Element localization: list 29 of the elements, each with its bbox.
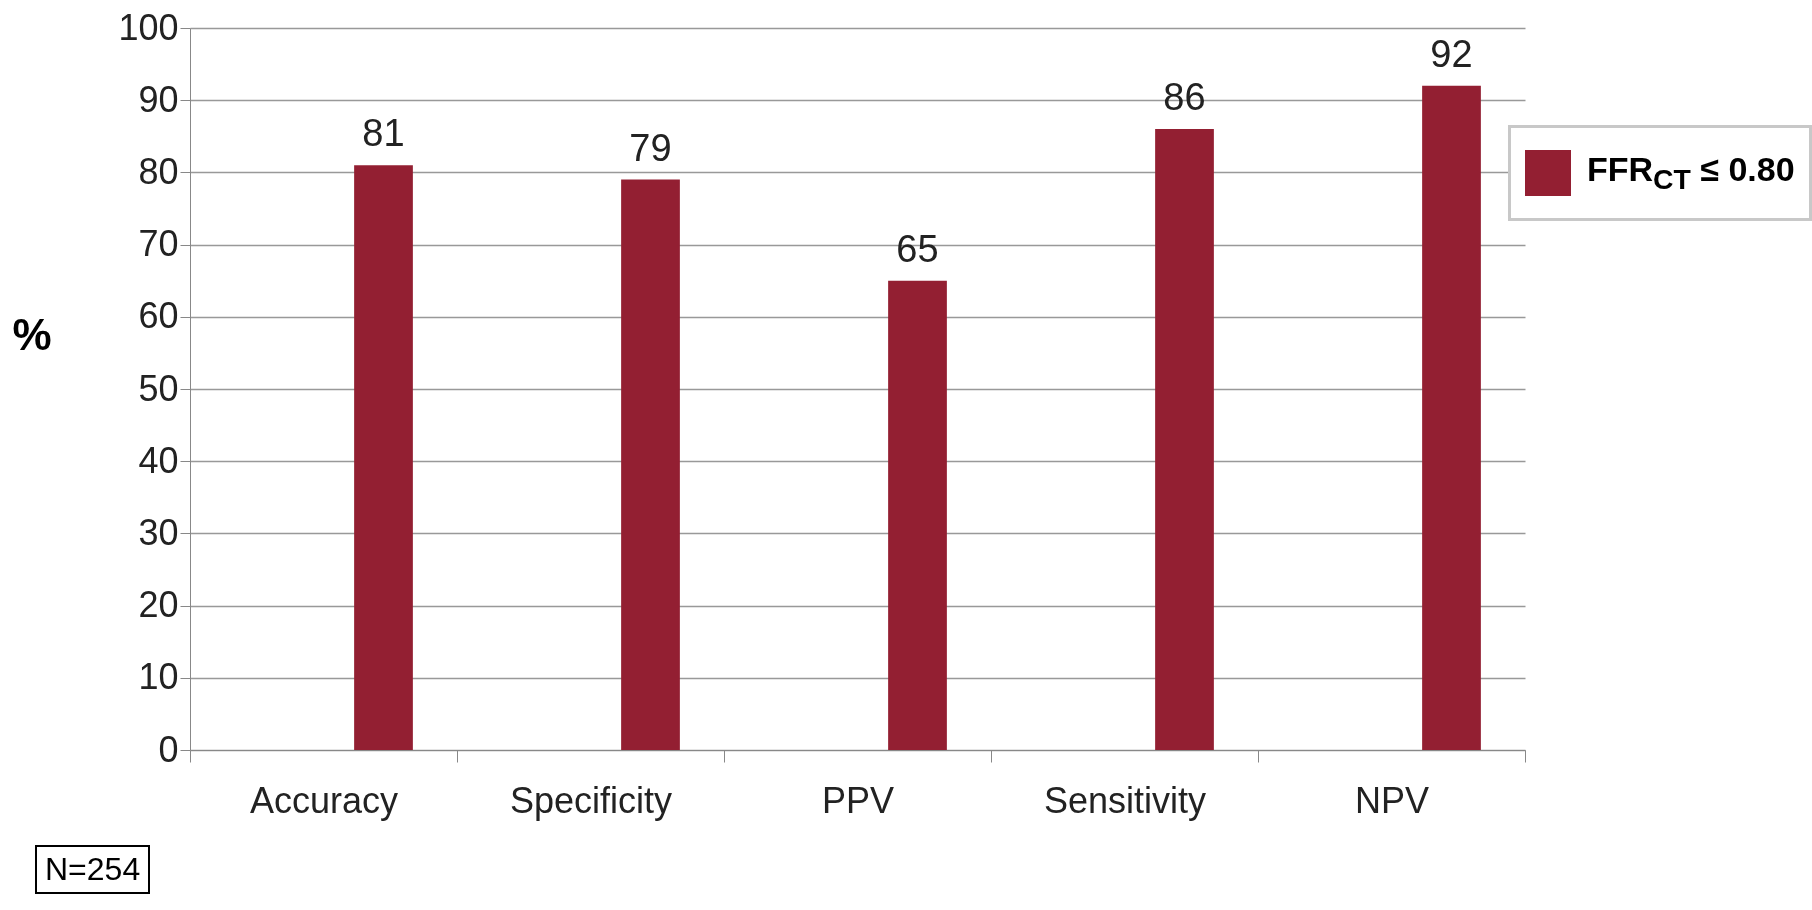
y-tick-label: 50 [138,367,179,409]
y-tick-label: 10 [138,656,179,698]
y-tick-label: 60 [138,295,179,337]
data-label: 81 [362,112,405,155]
y-tick-label: 70 [138,223,179,265]
x-tick-label: PPV [821,779,895,821]
data-label: 79 [629,126,672,169]
legend-label: FFR$_{CT}$ ≤ 0.80 [1587,150,1795,196]
y-tick-label: 90 [138,78,179,120]
x-tick-label: Accuracy [249,779,399,821]
x-tick-label: NPV [1354,779,1430,821]
bar [621,179,680,750]
y-axis-title: % [12,309,52,359]
y-tick-label: 0 [158,728,179,770]
data-label: 86 [1163,76,1206,119]
y-tick-label: 100 [118,6,179,48]
x-tick-label: Sensitivity [1043,779,1207,821]
y-tick-label: 30 [138,511,179,553]
data-label: 92 [1430,32,1473,75]
y-tick-label: 20 [138,584,179,626]
bar [1422,85,1481,750]
bar [888,280,947,750]
text: N=254 [35,845,151,894]
data-label: 65 [896,227,939,270]
y-tick-label: 40 [138,439,179,481]
bar [1155,129,1214,750]
x-tick-label: Specificity [509,779,673,821]
y-tick-label: 80 [138,150,179,192]
bar [354,165,413,750]
